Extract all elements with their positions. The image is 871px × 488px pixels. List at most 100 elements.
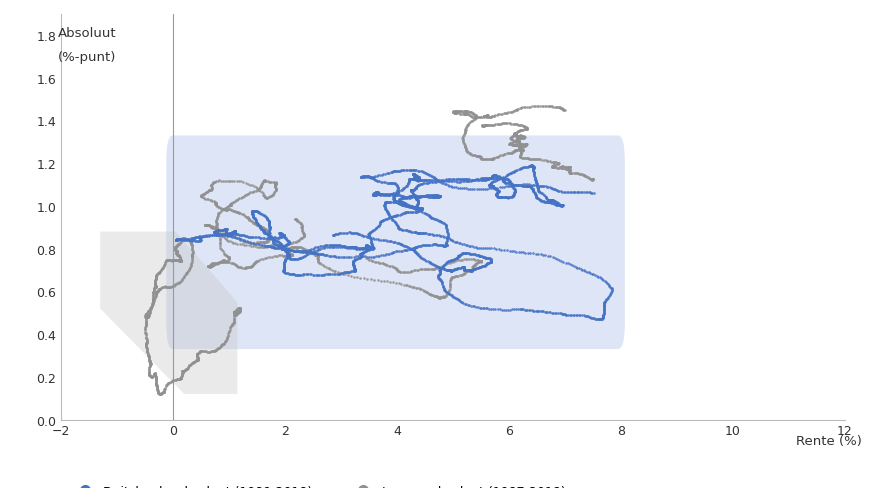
Point — [184, 235, 198, 243]
Point — [208, 229, 222, 237]
Point — [431, 177, 445, 184]
Point — [282, 250, 296, 258]
Point — [513, 144, 527, 152]
Point — [262, 229, 276, 237]
Point — [286, 251, 300, 259]
Point — [402, 177, 416, 185]
Point — [359, 244, 373, 252]
Point — [505, 181, 519, 189]
Point — [508, 138, 522, 145]
Point — [480, 305, 494, 313]
Point — [483, 255, 497, 263]
Point — [209, 228, 223, 236]
Point — [383, 214, 397, 222]
Point — [203, 197, 217, 204]
Point — [281, 249, 295, 257]
Point — [211, 227, 225, 235]
Point — [330, 242, 344, 249]
Point — [211, 260, 225, 267]
Point — [389, 265, 403, 273]
Point — [186, 359, 200, 366]
Point — [488, 172, 502, 180]
Point — [441, 231, 455, 239]
Point — [526, 187, 540, 195]
Point — [493, 194, 507, 202]
Point — [439, 261, 453, 268]
Point — [411, 177, 425, 185]
Point — [497, 179, 511, 187]
Point — [348, 256, 362, 264]
Point — [410, 173, 424, 181]
Point — [371, 191, 385, 199]
Point — [460, 249, 474, 257]
Point — [148, 371, 162, 379]
Point — [514, 164, 528, 172]
Point — [524, 184, 538, 192]
Point — [231, 209, 245, 217]
Point — [435, 242, 449, 249]
Point — [277, 264, 291, 272]
Point — [424, 173, 438, 181]
Point — [249, 221, 263, 228]
Point — [150, 384, 164, 391]
Point — [241, 264, 255, 271]
Point — [186, 244, 199, 252]
Point — [291, 237, 305, 245]
Point — [273, 230, 287, 238]
Point — [242, 215, 256, 223]
Point — [186, 252, 199, 260]
Point — [526, 165, 540, 173]
Point — [284, 251, 298, 259]
Point — [142, 352, 156, 360]
Point — [228, 312, 242, 320]
Point — [503, 170, 517, 178]
Point — [428, 194, 442, 202]
Point — [527, 163, 541, 171]
Point — [367, 244, 381, 252]
Point — [518, 183, 532, 191]
Point — [175, 235, 189, 243]
Point — [355, 174, 369, 182]
Point — [551, 201, 565, 208]
Point — [213, 209, 226, 217]
Point — [553, 164, 567, 172]
Point — [297, 245, 311, 253]
Point — [170, 281, 184, 288]
Point — [458, 176, 472, 183]
Point — [282, 254, 296, 262]
Point — [370, 172, 384, 180]
Point — [209, 230, 223, 238]
Point — [521, 183, 535, 191]
Point — [215, 231, 229, 239]
Point — [361, 231, 375, 239]
Point — [214, 205, 228, 213]
Point — [429, 175, 442, 183]
Point — [195, 233, 209, 241]
Point — [362, 173, 376, 181]
Point — [246, 262, 260, 269]
Point — [478, 113, 492, 121]
Point — [262, 225, 276, 233]
Point — [313, 243, 327, 251]
Point — [190, 352, 204, 360]
Point — [450, 254, 464, 262]
Point — [267, 236, 280, 244]
Point — [157, 283, 171, 291]
Point — [465, 264, 479, 272]
Point — [537, 308, 550, 316]
Point — [241, 215, 255, 223]
Point — [198, 222, 212, 229]
Point — [561, 164, 575, 172]
Point — [205, 184, 219, 192]
Point — [348, 244, 361, 252]
Point — [354, 250, 368, 258]
Point — [486, 183, 500, 191]
Point — [278, 247, 292, 255]
Point — [367, 192, 381, 200]
Point — [408, 209, 422, 217]
Point — [263, 193, 277, 201]
Point — [424, 260, 438, 268]
Point — [418, 257, 432, 264]
Point — [261, 216, 275, 224]
Point — [209, 260, 223, 267]
